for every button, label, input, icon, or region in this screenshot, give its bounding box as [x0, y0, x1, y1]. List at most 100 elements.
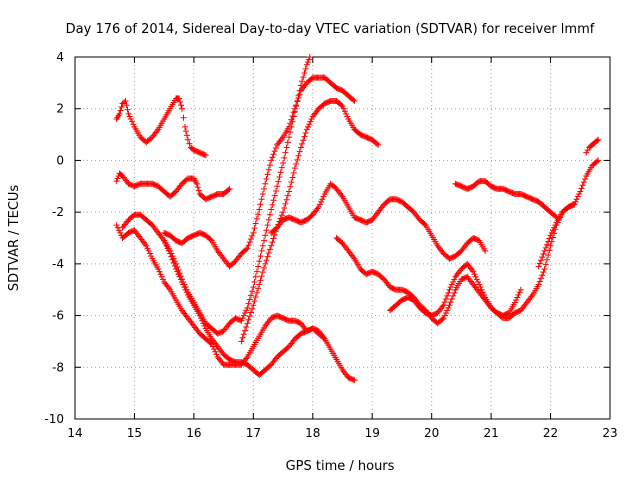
data-point: [207, 236, 214, 243]
y-axis-label: SDTVAR / TECUs: [7, 185, 22, 292]
series-track-12: [535, 201, 578, 270]
data-point: [480, 291, 487, 298]
series-track-3: [113, 222, 358, 384]
data-point: [268, 206, 275, 213]
series-track-11: [452, 178, 560, 221]
data-point: [213, 351, 220, 358]
data-point: [173, 266, 180, 273]
data-point: [446, 286, 453, 293]
data-point: [155, 266, 162, 273]
x-tick-label: 18: [305, 426, 320, 440]
data-point: [301, 133, 308, 140]
data-point: [542, 244, 549, 251]
data-point: [180, 114, 187, 121]
x-tick-label: 23: [602, 426, 617, 440]
data-point: [175, 271, 182, 278]
data-point: [212, 348, 219, 355]
data-point: [196, 312, 203, 319]
plot-frame: [74, 56, 611, 420]
data-point: [252, 273, 259, 280]
data-point: [265, 216, 272, 223]
data-point: [302, 130, 309, 137]
data-point: [246, 313, 253, 320]
data-point: [350, 96, 357, 103]
data-point: [287, 120, 294, 127]
data-point: [448, 296, 455, 303]
data-point: [126, 113, 133, 120]
data-point: [225, 186, 232, 193]
data-point: [293, 161, 300, 168]
data-point: [146, 250, 153, 257]
data-point: [540, 269, 547, 276]
data-point: [450, 278, 457, 285]
data-point: [341, 108, 348, 115]
data-point: [247, 236, 254, 243]
data-point: [124, 106, 131, 113]
x-tick-label: 20: [424, 426, 439, 440]
data-point: [159, 276, 166, 283]
data-point: [300, 74, 307, 81]
data-point: [344, 113, 351, 120]
data-point: [584, 147, 591, 154]
data-point: [198, 315, 205, 322]
data-point: [535, 281, 542, 288]
y-tick-labels: -10 -8 -6 -4 -2 0 2 4: [44, 50, 64, 426]
data-point: [513, 297, 520, 304]
data-point: [281, 154, 288, 161]
data-point: [573, 196, 580, 203]
data-point: [441, 299, 448, 306]
data-point: [171, 262, 178, 269]
data-point: [545, 252, 552, 259]
data-point: [259, 242, 266, 249]
data-point: [315, 203, 322, 210]
data-point: [243, 323, 250, 330]
data-point: [161, 237, 168, 244]
data-point: [297, 144, 304, 151]
data-point: [441, 312, 448, 319]
data-point: [272, 187, 279, 194]
data-point: [293, 102, 300, 109]
data-point: [246, 296, 253, 303]
data-point: [451, 289, 458, 296]
data-point: [278, 164, 285, 171]
data-point: [255, 263, 262, 270]
data-point: [340, 105, 347, 112]
data-point: [439, 316, 446, 323]
data-point: [157, 271, 164, 278]
data-point: [176, 95, 183, 102]
data-point: [202, 152, 209, 159]
data-point: [174, 268, 181, 275]
data-point: [444, 307, 451, 314]
data-point: [319, 196, 326, 203]
data-point: [177, 276, 184, 283]
data-point: [179, 278, 185, 285]
data-point: [262, 260, 269, 267]
data-point: [162, 240, 169, 247]
data-point: [269, 154, 276, 161]
data-point: [255, 285, 262, 292]
data-point: [253, 289, 260, 296]
data-point: [536, 278, 543, 285]
data-point: [478, 286, 485, 293]
data-point: [477, 284, 484, 291]
data-point: [301, 70, 308, 77]
data-point: [249, 232, 256, 239]
axis-ticks: [74, 56, 611, 420]
data-point: [262, 180, 269, 187]
data-point: [199, 317, 206, 324]
data-point: [201, 322, 208, 329]
data-point: [549, 227, 556, 234]
series-track-5: [161, 74, 358, 270]
data-point: [299, 140, 306, 147]
data-point: [446, 302, 453, 309]
data-point: [338, 102, 345, 109]
data-point: [251, 298, 258, 305]
x-tick-label: 16: [186, 426, 201, 440]
data-point: [183, 289, 190, 296]
data-point: [270, 235, 277, 242]
data-point: [211, 346, 218, 353]
y-tick-label: -4: [52, 257, 64, 271]
data-point: [595, 157, 602, 164]
data-point: [249, 288, 256, 295]
data-point: [266, 246, 273, 253]
